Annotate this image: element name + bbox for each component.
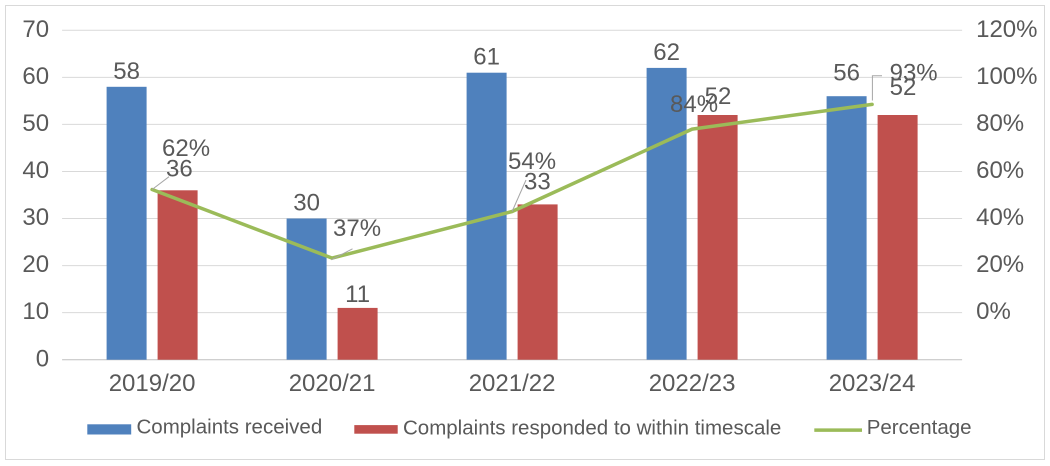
- svg-text:20%: 20%: [976, 251, 1024, 278]
- svg-text:Complaints responded to within: Complaints responded to within timescale: [403, 416, 781, 439]
- svg-text:Complaints received: Complaints received: [137, 416, 323, 439]
- svg-text:2023/24: 2023/24: [829, 370, 916, 397]
- svg-text:40: 40: [22, 157, 49, 184]
- svg-text:120%: 120%: [976, 16, 1037, 43]
- svg-text:2020/21: 2020/21: [289, 370, 376, 397]
- svg-text:40%: 40%: [976, 204, 1024, 231]
- svg-text:62: 62: [653, 39, 680, 66]
- svg-text:Percentage: Percentage: [867, 416, 972, 439]
- svg-text:11: 11: [345, 281, 370, 308]
- svg-text:70: 70: [22, 16, 49, 43]
- svg-text:58: 58: [113, 58, 140, 85]
- svg-text:2021/22: 2021/22: [469, 370, 556, 397]
- svg-text:52: 52: [890, 74, 917, 101]
- svg-text:100%: 100%: [976, 63, 1037, 90]
- svg-text:37%: 37%: [333, 215, 381, 242]
- svg-text:10: 10: [22, 298, 49, 325]
- svg-text:50: 50: [22, 110, 49, 137]
- svg-text:52: 52: [705, 83, 732, 110]
- svg-text:80%: 80%: [976, 110, 1024, 137]
- svg-text:2022/23: 2022/23: [649, 370, 736, 397]
- svg-text:20: 20: [22, 251, 49, 278]
- svg-text:60: 60: [22, 63, 49, 90]
- svg-text:30: 30: [293, 190, 320, 217]
- svg-text:33: 33: [524, 169, 551, 196]
- svg-text:0: 0: [36, 345, 49, 372]
- svg-text:30: 30: [22, 204, 49, 231]
- svg-text:36: 36: [166, 156, 193, 183]
- svg-text:60%: 60%: [976, 157, 1024, 184]
- svg-text:56: 56: [833, 60, 860, 87]
- svg-text:0%: 0%: [976, 298, 1011, 325]
- svg-text:2019/20: 2019/20: [109, 370, 196, 397]
- svg-text:61: 61: [473, 44, 500, 71]
